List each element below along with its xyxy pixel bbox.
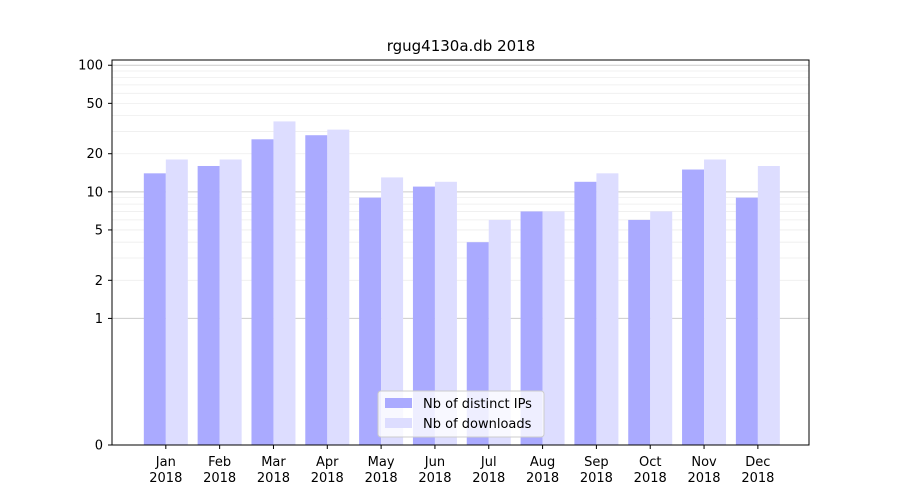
x-tick-label-year: 2018 [203,471,236,486]
x-tick-label-month: Oct [639,455,661,470]
plot-frame [111,59,810,446]
y-tick-label: 100 [78,59,103,74]
bar-downloads-dec [757,165,780,446]
x-tick-label-month: Dec [745,455,770,470]
x-tick-label-year: 2018 [687,471,720,486]
x-tick-label-year: 2018 [257,471,290,486]
legend: Nb of distinct IPs Nb of downloads [377,390,545,438]
bar-downloads-mar [273,121,296,445]
bar-downloads-nov [704,159,727,445]
x-tick-label-year: 2018 [418,471,451,486]
bar-ips-jun [412,186,435,446]
bar-downloads-sep [596,173,619,445]
bar-ips-dec [735,197,758,445]
x-tick-label-year: 2018 [580,471,613,486]
legend-swatch [385,418,412,428]
bar-ips-sep [574,181,597,445]
bar-ips-may [359,197,382,445]
y-tick-label: 20 [86,147,103,162]
y-tick-label: 1 [95,312,103,327]
bar-ips-feb [197,165,220,446]
legend-box [377,390,545,438]
bar-ips-mar [251,139,274,445]
x-tick-label-year: 2018 [526,471,559,486]
y-tick-label: 0 [95,439,103,454]
bar-ips-nov [682,169,705,445]
x-tick-label-year: 2018 [634,471,667,486]
bar-ips-jan [143,173,166,445]
legend-swatch [385,398,412,408]
x-tick-label-year: 2018 [149,471,182,486]
x-tick-label-month: Mar [261,455,286,470]
x-tick-label-year: 2018 [741,471,774,486]
bars [143,121,780,446]
bar-downloads-feb [219,159,242,445]
chart-title: rgug4130a.db 2018 [387,37,536,55]
x-tick-label-month: Feb [208,455,231,470]
bar-downloads-jun [434,181,457,445]
x-tick-label-month: Jun [424,455,445,470]
y-tick-label: 10 [86,185,103,200]
x-tick-label-month: Apr [316,455,339,470]
bar-downloads-oct [650,211,673,445]
x-tick-label-year: 2018 [472,471,505,486]
x-axis: Jan2018Feb2018Mar2018Apr2018May2018Jun20… [149,445,774,486]
bar-downloads-apr [327,129,350,445]
x-tick-label-month: Sep [584,455,609,470]
x-tick-label-year: 2018 [311,471,344,486]
x-tick-label-month: Nov [691,455,717,470]
bar-ips-oct [628,219,651,445]
x-tick-label-month: Jul [480,455,497,470]
x-tick-label-month: Aug [530,455,555,470]
bar-ips-aug [520,211,543,445]
bar-downloads-jan [165,159,188,445]
legend-label: Nb of downloads [423,417,532,432]
bar-downloads-may [381,177,404,446]
bar-ips-apr [305,135,328,445]
legend-label: Nb of distinct IPs [423,397,532,412]
y-tick-label: 5 [95,223,103,238]
y-axis: 0 1 2 5 10 20 50 100 [78,59,112,454]
bar-downloads-jul [488,219,511,445]
y-tick-label: 2 [95,274,103,289]
y-tick-label: 50 [86,97,103,112]
x-tick-label-month: May [368,455,395,470]
x-tick-label-year: 2018 [365,471,398,486]
x-tick-label-month: Jan [155,455,176,470]
bar-downloads-aug [542,211,565,445]
